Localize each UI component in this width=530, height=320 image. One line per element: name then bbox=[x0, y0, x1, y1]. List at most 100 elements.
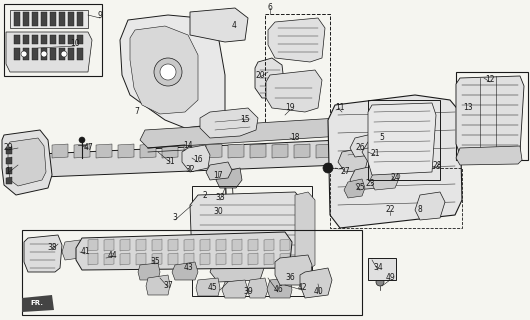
Text: 23: 23 bbox=[365, 179, 375, 188]
Polygon shape bbox=[222, 280, 248, 298]
Circle shape bbox=[41, 51, 47, 57]
Text: 31: 31 bbox=[165, 157, 175, 166]
Polygon shape bbox=[255, 58, 285, 98]
Text: 45: 45 bbox=[207, 284, 217, 292]
Polygon shape bbox=[6, 147, 12, 154]
Polygon shape bbox=[264, 239, 274, 251]
Circle shape bbox=[79, 137, 85, 143]
Text: 24: 24 bbox=[390, 173, 400, 182]
Polygon shape bbox=[96, 144, 112, 158]
Polygon shape bbox=[24, 235, 62, 272]
Polygon shape bbox=[140, 144, 156, 158]
Polygon shape bbox=[316, 144, 332, 158]
Polygon shape bbox=[14, 48, 20, 60]
Text: 16: 16 bbox=[193, 156, 203, 164]
Text: 5: 5 bbox=[379, 133, 384, 142]
Polygon shape bbox=[362, 138, 390, 162]
Polygon shape bbox=[272, 144, 288, 158]
Text: 29: 29 bbox=[3, 143, 13, 153]
Text: 36: 36 bbox=[285, 274, 295, 283]
Polygon shape bbox=[184, 144, 200, 158]
Text: 15: 15 bbox=[240, 116, 250, 124]
Text: 1: 1 bbox=[6, 166, 11, 175]
Bar bbox=[192, 186, 312, 296]
Polygon shape bbox=[184, 253, 194, 265]
Polygon shape bbox=[228, 144, 244, 158]
Polygon shape bbox=[120, 15, 225, 128]
Polygon shape bbox=[136, 253, 146, 265]
Text: 4: 4 bbox=[232, 21, 236, 30]
Polygon shape bbox=[264, 253, 274, 265]
Text: 10: 10 bbox=[70, 39, 80, 49]
Polygon shape bbox=[50, 48, 56, 60]
Polygon shape bbox=[52, 144, 68, 158]
Polygon shape bbox=[344, 179, 365, 198]
Polygon shape bbox=[162, 144, 178, 158]
Polygon shape bbox=[415, 192, 445, 220]
Polygon shape bbox=[338, 148, 368, 172]
Polygon shape bbox=[280, 253, 290, 265]
Polygon shape bbox=[74, 144, 90, 158]
Polygon shape bbox=[59, 12, 65, 26]
Polygon shape bbox=[68, 35, 74, 44]
Text: 19: 19 bbox=[285, 103, 295, 113]
Polygon shape bbox=[206, 162, 232, 180]
Polygon shape bbox=[136, 239, 146, 251]
Polygon shape bbox=[190, 192, 302, 268]
Polygon shape bbox=[32, 48, 38, 60]
Polygon shape bbox=[350, 134, 376, 157]
Polygon shape bbox=[77, 48, 83, 60]
Text: 8: 8 bbox=[418, 205, 422, 214]
Polygon shape bbox=[41, 35, 47, 44]
Circle shape bbox=[323, 163, 333, 173]
Polygon shape bbox=[280, 239, 290, 251]
Polygon shape bbox=[23, 48, 29, 60]
Polygon shape bbox=[328, 95, 462, 228]
Polygon shape bbox=[338, 144, 354, 158]
Text: 42: 42 bbox=[297, 284, 307, 292]
Text: 17: 17 bbox=[213, 171, 223, 180]
Text: 14: 14 bbox=[183, 140, 193, 149]
Polygon shape bbox=[168, 253, 178, 265]
Text: 39: 39 bbox=[243, 287, 253, 297]
Polygon shape bbox=[200, 253, 210, 265]
Polygon shape bbox=[146, 275, 170, 295]
Text: 20: 20 bbox=[255, 70, 265, 79]
Polygon shape bbox=[275, 255, 312, 285]
Text: 38: 38 bbox=[47, 244, 57, 252]
Text: 41: 41 bbox=[80, 247, 90, 257]
Polygon shape bbox=[120, 253, 130, 265]
Polygon shape bbox=[23, 12, 29, 26]
Circle shape bbox=[61, 51, 67, 57]
Polygon shape bbox=[14, 35, 20, 44]
Text: 28: 28 bbox=[432, 161, 441, 170]
Polygon shape bbox=[268, 18, 325, 62]
Text: 48: 48 bbox=[323, 164, 333, 172]
Text: 11: 11 bbox=[335, 103, 344, 113]
Bar bbox=[368, 100, 440, 180]
Polygon shape bbox=[32, 35, 38, 44]
Polygon shape bbox=[370, 166, 400, 190]
Polygon shape bbox=[22, 295, 54, 312]
Polygon shape bbox=[8, 138, 46, 186]
Polygon shape bbox=[248, 239, 258, 251]
Polygon shape bbox=[6, 177, 12, 184]
Circle shape bbox=[374, 146, 382, 154]
Polygon shape bbox=[267, 278, 292, 298]
Text: 6: 6 bbox=[268, 4, 272, 12]
Polygon shape bbox=[456, 76, 524, 154]
Circle shape bbox=[21, 51, 27, 57]
Text: 49: 49 bbox=[385, 274, 395, 283]
Bar bbox=[456, 72, 528, 160]
Polygon shape bbox=[88, 253, 98, 265]
Text: 43: 43 bbox=[183, 263, 193, 273]
Polygon shape bbox=[172, 262, 198, 280]
Text: 3: 3 bbox=[173, 213, 178, 222]
Text: FR.: FR. bbox=[31, 300, 43, 306]
Polygon shape bbox=[152, 239, 162, 251]
Text: 34: 34 bbox=[373, 263, 383, 273]
Polygon shape bbox=[62, 240, 82, 260]
Bar bbox=[22, 230, 362, 315]
Polygon shape bbox=[232, 239, 242, 251]
Text: 27: 27 bbox=[340, 167, 350, 177]
